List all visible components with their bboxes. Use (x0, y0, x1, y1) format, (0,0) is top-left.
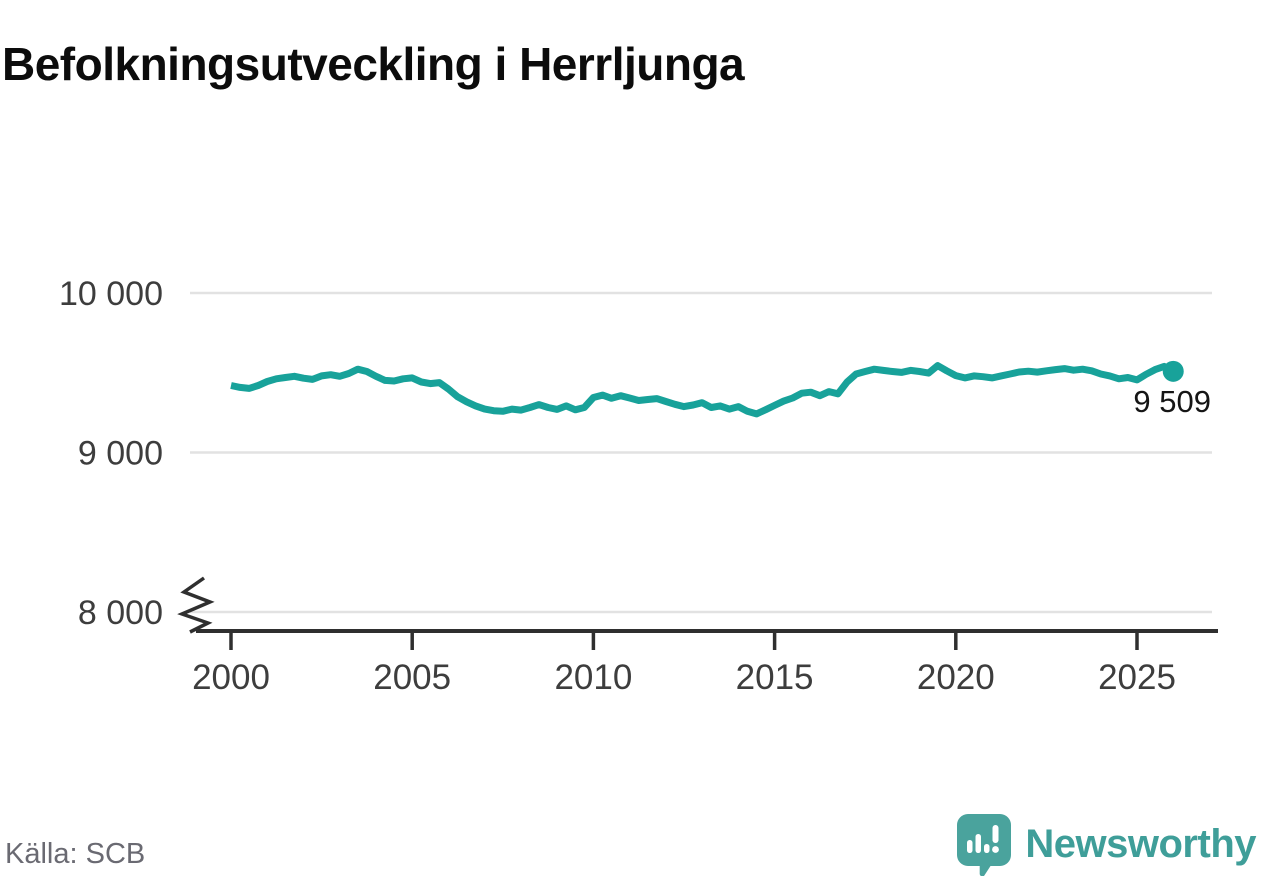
y-axis-tick-label: 8 000 (78, 594, 163, 632)
y-axis-tick-label: 9 000 (78, 435, 163, 473)
latest-value-dot (1162, 360, 1184, 382)
x-axis-tick-label: 2000 (192, 658, 270, 697)
x-axis-tick-label: 2020 (917, 658, 995, 697)
source-note: Källa: SCB (5, 838, 146, 870)
x-axis-tick-label: 2025 (1098, 658, 1176, 697)
x-axis-tick-label: 2010 (554, 658, 632, 697)
newsworthy-logo: Newsworthy (955, 812, 1256, 876)
brand-name: Newsworthy (1025, 821, 1256, 866)
y-axis-tick-label: 10 000 (59, 275, 163, 313)
latest-value-label: 9 509 (1133, 384, 1211, 419)
population-series-line (230, 362, 1175, 418)
x-axis-tick-label: 2015 (736, 658, 814, 697)
axis-break-icon (177, 576, 215, 634)
bar-chart-speech-bubble-icon (957, 814, 1012, 876)
page-title: Befolkningsutveckling i Herrljunga (2, 37, 745, 90)
x-axis-tick-label: 2005 (373, 658, 451, 697)
